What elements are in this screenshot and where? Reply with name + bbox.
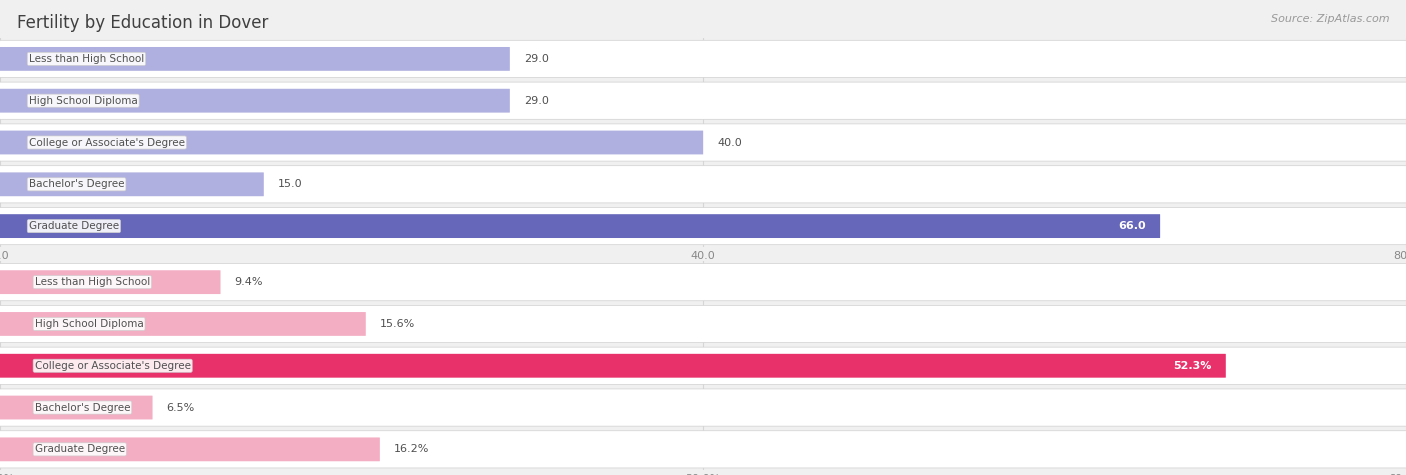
- FancyBboxPatch shape: [0, 347, 1406, 384]
- FancyBboxPatch shape: [0, 208, 1406, 245]
- Text: 6.5%: 6.5%: [166, 402, 194, 413]
- FancyBboxPatch shape: [0, 305, 1406, 342]
- Text: College or Associate's Degree: College or Associate's Degree: [28, 137, 184, 148]
- Text: Source: ZipAtlas.com: Source: ZipAtlas.com: [1271, 14, 1389, 24]
- Text: Bachelor's Degree: Bachelor's Degree: [35, 402, 131, 413]
- FancyBboxPatch shape: [0, 89, 510, 113]
- FancyBboxPatch shape: [0, 47, 510, 71]
- FancyBboxPatch shape: [0, 389, 1406, 426]
- Text: College or Associate's Degree: College or Associate's Degree: [35, 361, 191, 371]
- Text: 15.6%: 15.6%: [380, 319, 415, 329]
- FancyBboxPatch shape: [0, 172, 264, 196]
- Text: Bachelor's Degree: Bachelor's Degree: [28, 179, 124, 190]
- Text: Graduate Degree: Graduate Degree: [28, 221, 120, 231]
- FancyBboxPatch shape: [0, 431, 1406, 468]
- FancyBboxPatch shape: [0, 82, 1406, 119]
- Text: 52.3%: 52.3%: [1173, 361, 1212, 371]
- Text: Graduate Degree: Graduate Degree: [35, 444, 125, 455]
- Text: 15.0: 15.0: [278, 179, 302, 190]
- Text: 29.0: 29.0: [524, 95, 548, 106]
- Text: High School Diploma: High School Diploma: [35, 319, 143, 329]
- Text: Less than High School: Less than High School: [35, 277, 150, 287]
- Text: 9.4%: 9.4%: [235, 277, 263, 287]
- Text: 66.0: 66.0: [1118, 221, 1146, 231]
- Text: 40.0: 40.0: [717, 137, 742, 148]
- FancyBboxPatch shape: [0, 264, 1406, 301]
- FancyBboxPatch shape: [0, 396, 152, 419]
- Text: 29.0: 29.0: [524, 54, 548, 64]
- FancyBboxPatch shape: [0, 40, 1406, 77]
- FancyBboxPatch shape: [0, 166, 1406, 203]
- FancyBboxPatch shape: [0, 437, 380, 461]
- FancyBboxPatch shape: [0, 312, 366, 336]
- Text: 16.2%: 16.2%: [394, 444, 429, 455]
- Text: High School Diploma: High School Diploma: [28, 95, 138, 106]
- FancyBboxPatch shape: [0, 124, 1406, 161]
- Text: Less than High School: Less than High School: [28, 54, 143, 64]
- Text: Fertility by Education in Dover: Fertility by Education in Dover: [17, 14, 269, 32]
- FancyBboxPatch shape: [0, 131, 703, 154]
- FancyBboxPatch shape: [0, 270, 221, 294]
- FancyBboxPatch shape: [0, 214, 1160, 238]
- FancyBboxPatch shape: [0, 354, 1226, 378]
